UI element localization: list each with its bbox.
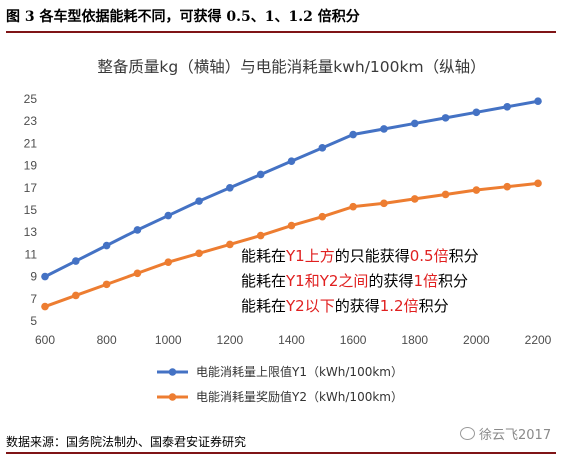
annotation-text: 的获得 <box>368 272 413 290</box>
watermark-text: 徐云飞2017 <box>479 428 552 443</box>
y-tick-label: 17 <box>24 181 38 195</box>
annotation-highlight: 1.2倍 <box>380 297 419 315</box>
y-tick-label: 19 <box>24 159 38 173</box>
y-tick-label: 21 <box>24 136 38 150</box>
data-point <box>349 202 357 211</box>
x-tick-label: 1800 <box>401 333 428 347</box>
data-point <box>195 197 203 205</box>
data-point <box>72 291 80 300</box>
data-point <box>318 212 327 221</box>
data-point <box>256 170 265 179</box>
data-point <box>503 102 511 111</box>
data-point <box>164 258 173 266</box>
legend-label: 电能消耗量上限值Y1（kWh/100km） <box>196 364 403 379</box>
data-point <box>380 125 388 133</box>
annotation-text: 积分 <box>419 297 449 315</box>
data-point <box>226 240 234 249</box>
annotation-highlight: 0.5倍 <box>410 247 449 265</box>
data-point <box>102 241 111 250</box>
chart-title: 整备质量kg（横轴）与电能消耗量kwh/100km（纵轴） <box>97 58 485 76</box>
y-tick-label: 9 <box>30 270 37 284</box>
annotation-highlight: 1倍 <box>413 272 438 290</box>
chart-annotations: 能耗在Y1上方的只能获得0.5倍积分能耗在Y1和Y2之间的获得1倍积分能耗在Y2… <box>241 247 479 315</box>
y-tick-label: 23 <box>24 114 38 128</box>
data-point <box>503 182 511 191</box>
x-tick-label: 2000 <box>463 333 490 347</box>
watermark: 徐云飞2017 <box>460 424 551 443</box>
data-point <box>287 157 296 165</box>
annotation-line: 能耗在Y2以下的获得1.2倍积分 <box>241 297 449 315</box>
y-tick-label: 15 <box>24 203 38 217</box>
data-point <box>133 226 142 234</box>
data-point <box>195 249 203 258</box>
data-point <box>534 179 542 188</box>
data-point <box>318 144 327 152</box>
data-point <box>472 108 481 117</box>
legend-label: 电能消耗量奖励值Y2（kWh/100km） <box>196 389 403 404</box>
data-point <box>380 199 388 208</box>
annotation-text: 积分 <box>449 247 479 265</box>
data-point <box>441 190 450 199</box>
y-tick-label: 11 <box>25 247 38 261</box>
wechat-icon <box>460 427 475 440</box>
data-point <box>226 184 234 192</box>
data-point <box>256 231 265 240</box>
figure-title: 图 3 各车型依据能耗不同，可获得 0.5、1、1.2 倍积分 <box>6 6 556 33</box>
data-point <box>164 211 173 220</box>
annotation-text: 的只能获得 <box>335 247 410 265</box>
data-point <box>287 221 296 230</box>
y-tick-label: 5 <box>30 314 37 328</box>
legend-swatch-marker <box>168 393 177 401</box>
x-tick-label: 1200 <box>217 333 244 347</box>
data-point <box>441 114 450 122</box>
data-point <box>72 257 80 265</box>
annotation-line: 能耗在Y1上方的只能获得0.5倍积分 <box>241 247 479 265</box>
annotation-text: 能耗在 <box>241 297 286 315</box>
annotation-text: 积分 <box>438 272 468 290</box>
annotation-highlight: Y2以下 <box>285 297 335 315</box>
data-point <box>41 272 49 281</box>
x-tick-label: 2200 <box>525 333 552 347</box>
data-point <box>410 195 419 203</box>
data-point <box>410 119 419 128</box>
annotation-text: 能耗在 <box>241 272 286 290</box>
annotation-text: 的获得 <box>335 297 380 315</box>
data-point <box>41 302 49 311</box>
x-tick-label: 1400 <box>278 333 305 347</box>
annotation-highlight: Y1和Y2之间 <box>285 272 368 290</box>
x-tick-label: 1600 <box>340 333 367 347</box>
y-tick-label: 7 <box>30 292 37 306</box>
annotation-highlight: Y1上方 <box>285 247 335 265</box>
chart-series <box>41 97 542 311</box>
annotation-line: 能耗在Y1和Y2之间的获得1倍积分 <box>241 272 468 290</box>
data-point <box>133 269 142 278</box>
data-point <box>534 97 542 106</box>
x-tick-label: 800 <box>97 333 117 347</box>
bottom-rule <box>6 452 556 454</box>
source-note: 数据来源：国务院法制办、国泰君安证券研究 <box>6 435 247 449</box>
annotation-text: 能耗在 <box>241 247 286 265</box>
legend-swatch-marker <box>168 368 177 376</box>
chart-axes: 5 7 9 11 13 15 17 19 21 23 25 600 800 1000 1200 1400 160… <box>24 92 552 347</box>
y-tick-label: 25 <box>24 92 38 106</box>
chart-legend: 电能消耗量上限值Y1（kWh/100km） 电能消耗量奖励值Y2（kWh/100k… <box>157 364 403 404</box>
x-tick-label: 600 <box>35 333 55 347</box>
data-point <box>472 186 481 194</box>
x-tick-label: 1000 <box>155 333 182 347</box>
data-point <box>102 280 111 289</box>
y-tick-label: 13 <box>24 225 38 239</box>
data-point <box>349 130 357 139</box>
